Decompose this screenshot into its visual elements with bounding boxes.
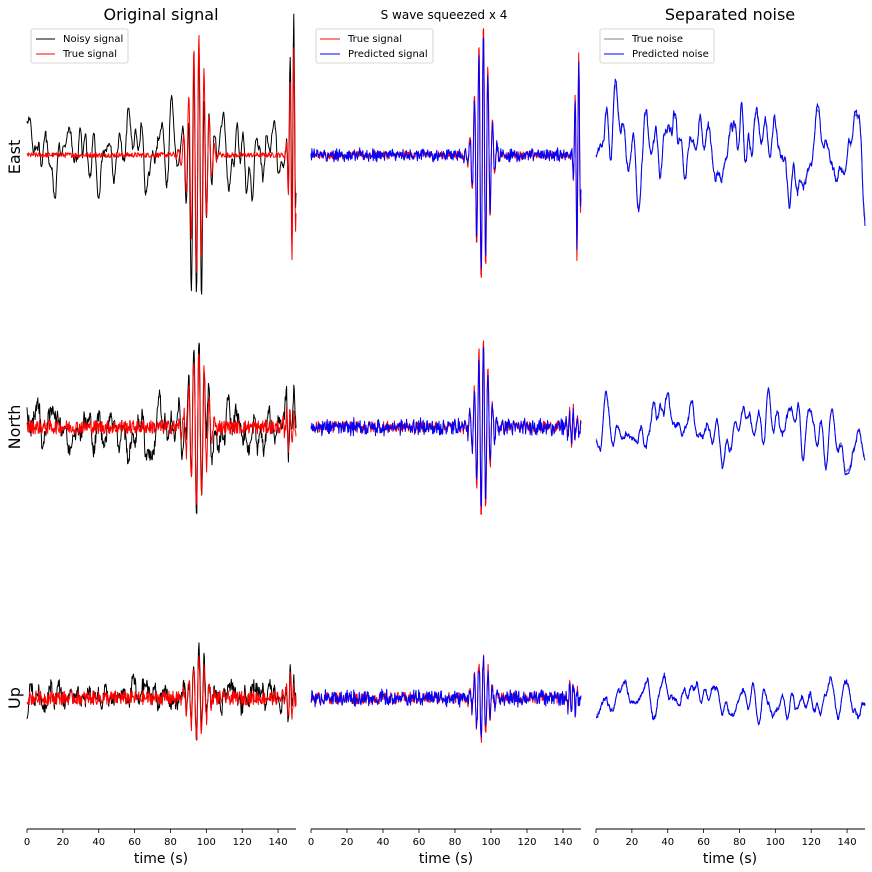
x-tick-label: 120 bbox=[802, 837, 821, 848]
column-title-separated-noise: Separated noise bbox=[665, 5, 795, 24]
x-tick-label: 60 bbox=[413, 837, 426, 848]
plot-traces bbox=[26, 13, 866, 743]
x-tick-label: 120 bbox=[517, 837, 536, 848]
x-tick-label: 100 bbox=[197, 837, 216, 848]
legend-label-noisy-signal: Noisy signal bbox=[63, 34, 123, 45]
trace-true-signal bbox=[26, 655, 297, 741]
trace-predicted-noise bbox=[595, 78, 866, 227]
legend-label-true-noise: True noise bbox=[631, 34, 683, 45]
x-tick-label: 20 bbox=[56, 837, 69, 848]
column-title-s-wave-squeezed: S wave squeezed x 4 bbox=[381, 8, 508, 22]
x-tick-label: 140 bbox=[553, 837, 572, 848]
x-tick-label: 100 bbox=[766, 837, 785, 848]
legend-label-predicted-signal: Predicted signal bbox=[348, 49, 428, 60]
trace-predicted-noise bbox=[595, 387, 866, 476]
row-label-up: Up bbox=[5, 687, 24, 709]
legend-separated-noise: True noise Predicted noise bbox=[599, 28, 715, 64]
trace-noisy-signal bbox=[26, 13, 297, 295]
x-axis-label-col3: time (s) bbox=[703, 851, 757, 867]
legend-label-predicted-noise: Predicted noise bbox=[632, 49, 709, 60]
trace-true-signal bbox=[26, 35, 297, 273]
x-tick-label: 80 bbox=[733, 837, 746, 848]
x-tick-label: 100 bbox=[481, 837, 500, 848]
x-tick-label: 120 bbox=[233, 837, 252, 848]
x-tick-label: 80 bbox=[164, 837, 177, 848]
column-title-original-signal: Original signal bbox=[103, 5, 218, 24]
legend-s-wave-squeezed: True signal Predicted signal bbox=[315, 28, 434, 64]
trace-predicted-signal bbox=[310, 37, 582, 270]
row-label-north: North bbox=[5, 405, 24, 450]
x-tick-label: 60 bbox=[128, 837, 141, 848]
x-tick-label: 20 bbox=[625, 837, 638, 848]
trace-true-noise bbox=[595, 676, 866, 724]
x-axis-label-col2: time (s) bbox=[419, 851, 473, 867]
trace-noisy-signal bbox=[26, 642, 297, 741]
row-label-east: East bbox=[5, 140, 24, 175]
x-tick-label: 0 bbox=[593, 837, 599, 848]
x-tick-label: 80 bbox=[449, 837, 462, 848]
legend-label-true-signal: True signal bbox=[347, 34, 402, 45]
x-tick-label: 40 bbox=[661, 837, 674, 848]
trace-predicted-noise bbox=[595, 672, 866, 726]
x-axis-label-col1: time (s) bbox=[134, 851, 188, 867]
trace-true-signal bbox=[26, 353, 297, 505]
x-tick-label: 0 bbox=[308, 837, 314, 848]
legend-original-signal: Noisy signal True signal bbox=[30, 28, 129, 64]
trace-predicted-signal bbox=[310, 346, 582, 507]
x-tick-label: 40 bbox=[92, 837, 105, 848]
legend-label-true-signal: True signal bbox=[62, 49, 117, 60]
x-tick-label: 140 bbox=[838, 837, 857, 848]
trace-true-noise bbox=[595, 84, 866, 221]
x-tick-label: 40 bbox=[377, 837, 390, 848]
x-tick-label: 0 bbox=[24, 837, 30, 848]
x-axes: 0 20 40 60 80 100 120 140 0 20 40 60 80 100 120 140 0 20 4… bbox=[24, 828, 865, 848]
x-tick-label: 20 bbox=[341, 837, 354, 848]
x-tick-label: 140 bbox=[269, 837, 288, 848]
trace-predicted-signal bbox=[310, 655, 582, 738]
trace-noisy-signal bbox=[26, 342, 297, 515]
x-tick-label: 60 bbox=[697, 837, 710, 848]
